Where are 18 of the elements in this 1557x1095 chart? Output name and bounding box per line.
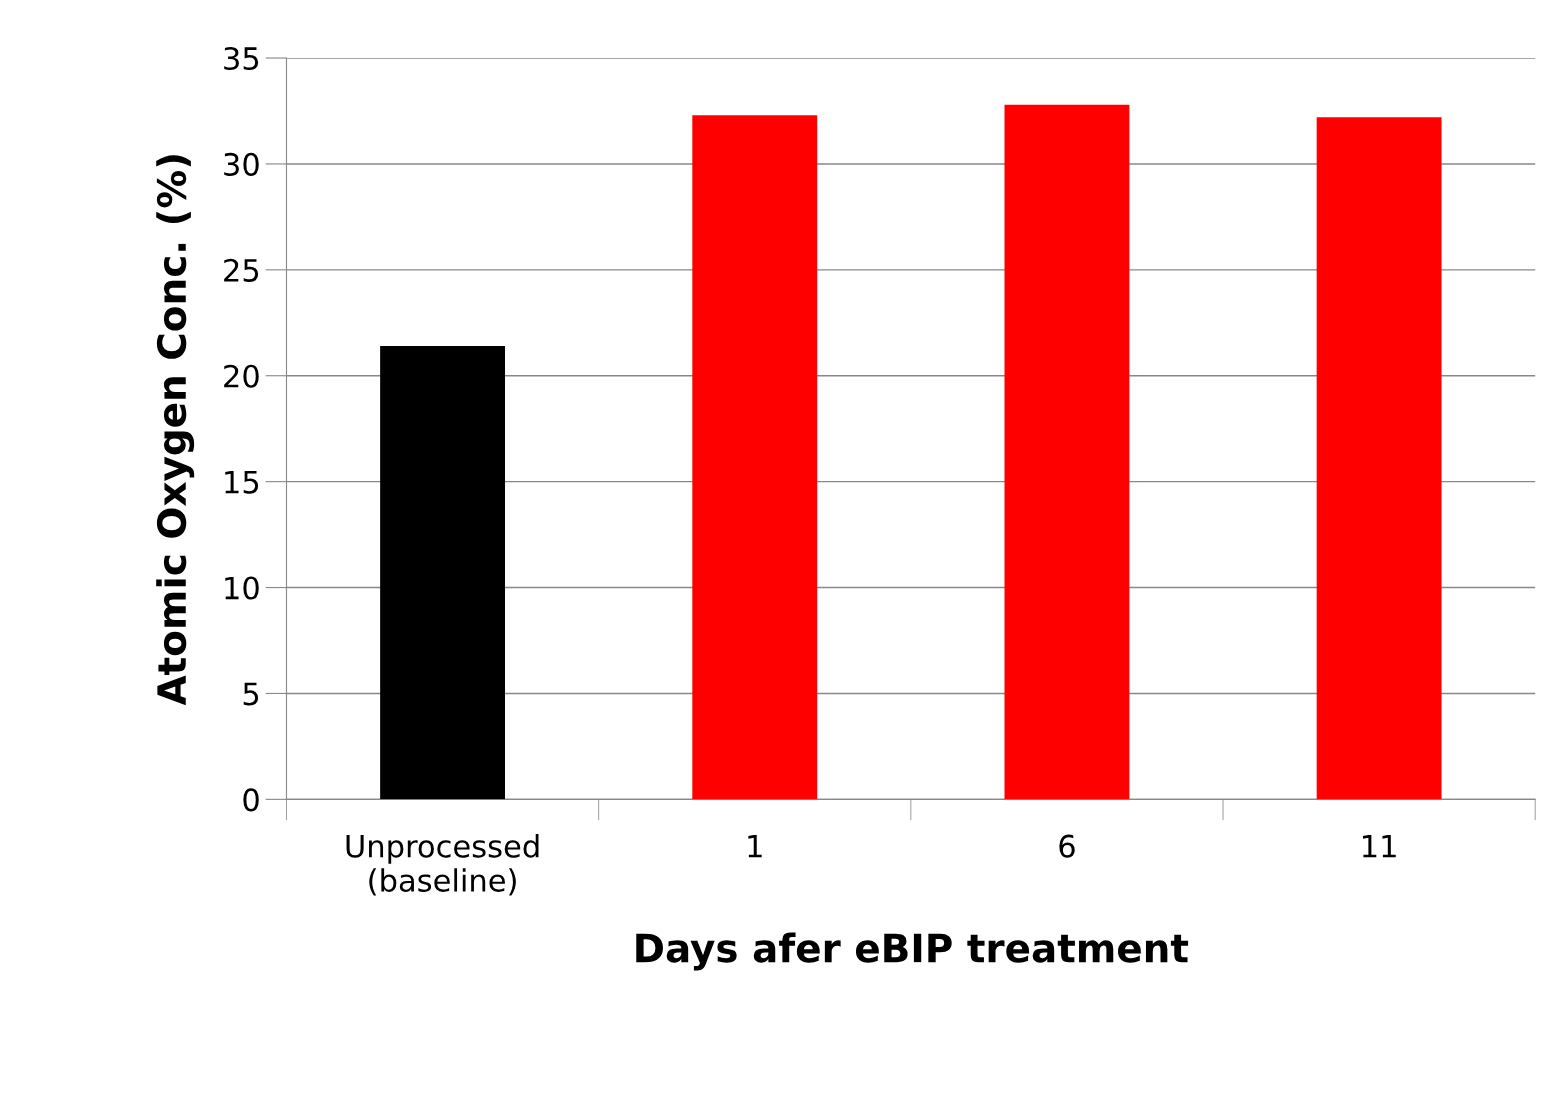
y-axis-title: Atomic Oxygen Conc. (%)	[156, 155, 195, 706]
x-tick-label: 6	[1059, 834, 1075, 858]
y-tick-label: 0	[243, 788, 259, 812]
y-tick-label: 20	[224, 364, 259, 388]
x-axis-title: Days afer eBIP treatment	[636, 932, 1189, 971]
x-tick-label: 1	[748, 835, 762, 858]
bar	[1004, 104, 1130, 800]
bar	[380, 346, 506, 800]
y-tick-label: 35	[224, 46, 259, 71]
bar	[692, 115, 818, 800]
y-tick-label: 5	[243, 682, 259, 706]
x-tick-label: Unprocessed (baseline)	[346, 834, 539, 896]
y-tick-label: 30	[224, 152, 259, 176]
x-tick-label: 11	[1363, 835, 1396, 858]
bar	[1316, 117, 1442, 800]
y-tick-label: 25	[224, 258, 259, 282]
y-tick-label: 10	[225, 576, 259, 600]
y-tick-label: 15	[225, 470, 259, 494]
